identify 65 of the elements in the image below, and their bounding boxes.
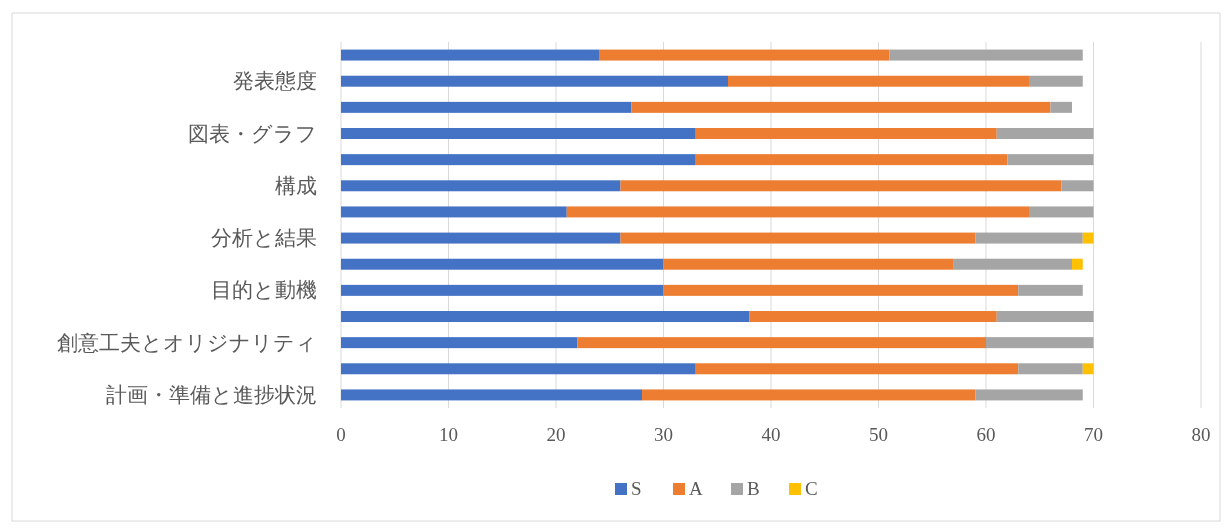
bar (341, 101, 632, 113)
bar (577, 337, 986, 349)
x-tick-label: 20 (546, 424, 566, 445)
bar (996, 128, 1094, 139)
x-tick-label: 10 (439, 424, 458, 445)
bar (695, 128, 997, 139)
legend-label: B (747, 478, 760, 499)
bar (975, 389, 1083, 401)
legend-label: C (805, 478, 818, 499)
bar (341, 337, 578, 349)
y-tick-label: 目的と動機 (211, 278, 317, 303)
bar (1018, 284, 1083, 296)
bar (341, 258, 664, 270)
bar (341, 75, 728, 87)
x-tick-label: 30 (654, 424, 673, 445)
x-tick-label: 50 (869, 424, 888, 445)
bar (953, 258, 1072, 270)
bar (341, 363, 696, 375)
x-tick-label: 70 (1084, 424, 1103, 445)
bar (341, 311, 750, 322)
bar (728, 75, 1029, 87)
bar (620, 232, 976, 244)
bar (1050, 101, 1072, 113)
x-tick-label: 60 (976, 424, 996, 445)
x-tick-label: 80 (1191, 424, 1211, 445)
bar (1061, 180, 1094, 192)
y-tick-label: 創意工夫とオリジナリティ (57, 330, 317, 355)
bar (341, 128, 696, 139)
bar (663, 258, 954, 270)
bar (631, 101, 1051, 113)
bar (749, 311, 997, 322)
bar (889, 49, 1083, 61)
bar (1082, 363, 1094, 375)
bar (642, 389, 976, 401)
bar (975, 232, 1083, 244)
legend-label: S (631, 478, 642, 499)
bar (986, 337, 1094, 349)
bar (695, 154, 1008, 166)
bar (695, 363, 1019, 375)
bar (1007, 154, 1094, 166)
bar (1082, 232, 1094, 244)
bar (1029, 75, 1083, 87)
y-tick-label: 図表・グラフ (188, 121, 317, 146)
y-tick-label: 計画・準備と進捗状況 (106, 382, 317, 407)
bar (341, 154, 696, 166)
bar (341, 49, 599, 61)
x-tick-label: 0 (336, 424, 346, 445)
bar (341, 180, 621, 192)
y-tick-label: 発表態度 (233, 69, 317, 94)
bar (1029, 206, 1094, 218)
bar (341, 206, 567, 218)
bar (663, 284, 1019, 296)
legend-label: A (689, 478, 703, 499)
bar (996, 311, 1094, 322)
bar (1072, 258, 1083, 270)
bar (1018, 363, 1083, 375)
bar (341, 284, 664, 296)
bar (620, 180, 1062, 192)
y-tick-label: 構成 (275, 173, 317, 198)
bar (566, 206, 1029, 218)
x-tick-label: 40 (761, 424, 781, 445)
bar (599, 49, 890, 61)
y-tick-label: 分析と結果 (211, 226, 317, 251)
bar (341, 389, 642, 401)
bar (341, 232, 621, 244)
